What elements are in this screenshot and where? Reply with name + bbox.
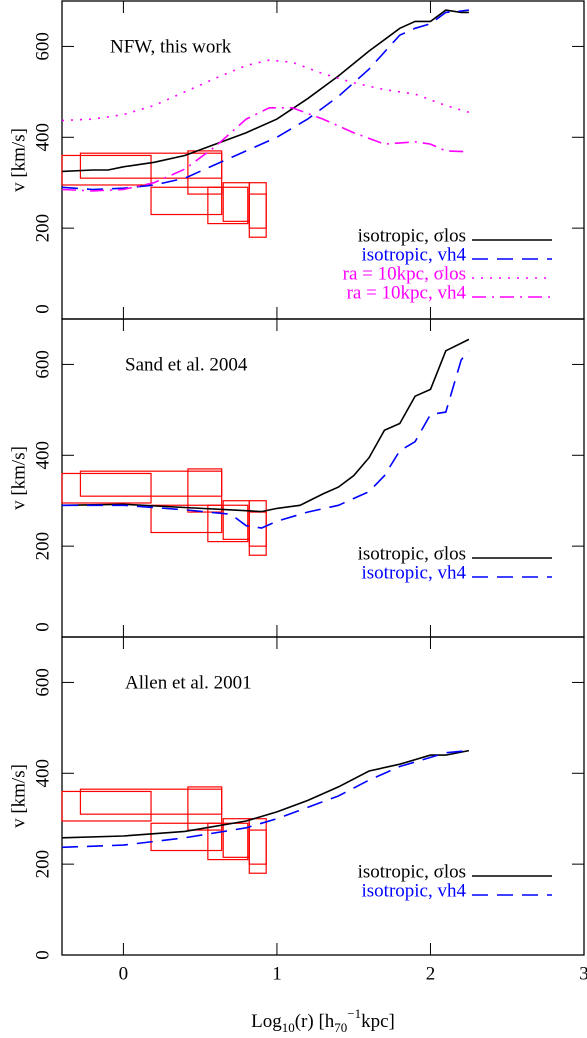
x-tick-label: 1 — [272, 963, 282, 984]
data-box — [150, 186, 223, 216]
series-line — [61, 107, 469, 192]
x-axis-label-part: −1 — [347, 1006, 361, 1021]
legend-label: isotropic, vh4 — [362, 244, 467, 265]
data-box — [150, 822, 223, 852]
y-tick-label: 400 — [32, 441, 53, 470]
y-tick-label: 600 — [32, 32, 53, 61]
x-axis-label-part: kpc] — [361, 1011, 395, 1032]
data-box — [187, 150, 223, 195]
data-box — [150, 504, 223, 534]
data-box — [207, 504, 249, 543]
y-axis-label: v [km/s] — [8, 128, 29, 192]
series-line — [61, 9, 469, 173]
legend-label: isotropic, vh4 — [362, 562, 467, 583]
data-box — [248, 829, 267, 865]
data-box — [61, 154, 152, 186]
x-tick-label: 3 — [579, 963, 587, 984]
data-box — [222, 182, 250, 222]
series-line — [62, 350, 470, 529]
y-tick-label: 0 — [32, 304, 53, 314]
series-line — [61, 749, 470, 839]
legend-label: isotropic, σlos — [358, 225, 466, 246]
panel: 0 200 400 600 0 1 2 3 v [km/s] Allen et al. 2001 i… — [8, 636, 587, 1035]
legend-label: ra = 10kpc, σlos — [343, 263, 466, 284]
data-box — [207, 822, 249, 861]
x-tick-label: 2 — [426, 963, 436, 984]
legend-label: ra = 10kpc, vh4 — [347, 282, 467, 303]
series-line — [61, 59, 470, 122]
data-box — [248, 193, 267, 229]
annotation: Allen et al. 2001 — [125, 672, 252, 693]
panel: 0 200 400 600 v [km/s] NFW, this work isotropi… — [8, 0, 585, 320]
data-box — [248, 511, 267, 547]
annotation: Sand et al. 2004 — [125, 354, 248, 375]
y-tick-label: 0 — [32, 950, 53, 960]
y-axis-label: v [km/s] — [8, 446, 29, 510]
x-axis-label-part: 10 — [282, 1020, 295, 1035]
legend-label: isotropic, vh4 — [362, 880, 467, 901]
legend-label: isotropic, σlos — [358, 861, 466, 882]
y-tick-label: 200 — [32, 850, 53, 879]
y-tick-label: 600 — [32, 350, 53, 379]
data-box — [207, 186, 249, 225]
y-tick-label: 400 — [32, 123, 53, 152]
panel: 0 200 400 600 v [km/s] Sand et al. 2004 isotro… — [8, 318, 585, 638]
data-box — [187, 786, 223, 831]
y-axis-label: v [km/s] — [8, 764, 29, 828]
series-line — [61, 749, 469, 849]
data-box — [248, 818, 267, 874]
legend-label: isotropic, σlos — [358, 543, 466, 564]
data-box — [187, 468, 223, 513]
x-axis-label-part: (r) [h — [295, 1011, 335, 1032]
y-tick-label: 0 — [32, 622, 53, 632]
data-box — [61, 790, 152, 822]
y-tick-label: 600 — [32, 668, 53, 697]
x-tick-label: 0 — [119, 963, 129, 984]
data-box — [61, 472, 152, 504]
data-box — [222, 500, 250, 540]
y-tick-label: 400 — [32, 759, 53, 788]
x-axis-label-part: Log — [251, 1011, 282, 1032]
x-axis-label-part: 70 — [334, 1020, 347, 1035]
series-line — [61, 338, 470, 513]
x-axis-label: Log10(r) [h70−1kpc] — [251, 1006, 395, 1035]
y-tick-label: 200 — [32, 532, 53, 561]
series-line — [61, 9, 469, 191]
annotation: NFW, this work — [110, 36, 232, 57]
y-tick-label: 200 — [32, 214, 53, 243]
data-box — [248, 182, 267, 238]
